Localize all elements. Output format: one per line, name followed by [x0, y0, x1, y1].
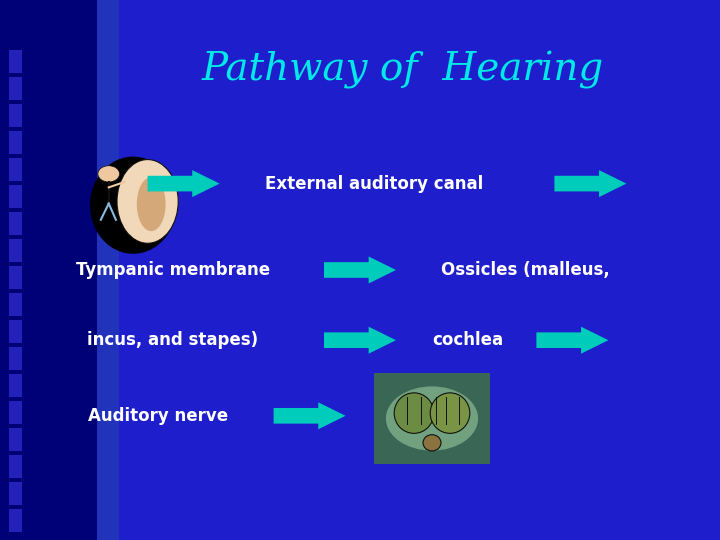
- FancyBboxPatch shape: [9, 239, 22, 262]
- Ellipse shape: [423, 435, 441, 451]
- FancyBboxPatch shape: [9, 428, 22, 451]
- FancyBboxPatch shape: [9, 212, 22, 235]
- FancyBboxPatch shape: [374, 373, 490, 464]
- Polygon shape: [324, 256, 396, 284]
- FancyBboxPatch shape: [97, 0, 720, 540]
- Text: Tympanic membrane: Tympanic membrane: [76, 261, 270, 279]
- Text: Ossicles (malleus,: Ossicles (malleus,: [441, 261, 610, 279]
- FancyBboxPatch shape: [9, 455, 22, 478]
- Polygon shape: [148, 170, 220, 197]
- Ellipse shape: [137, 177, 166, 231]
- FancyBboxPatch shape: [9, 131, 22, 154]
- Text: External auditory canal: External auditory canal: [265, 174, 484, 193]
- Text: cochlea: cochlea: [433, 331, 503, 349]
- Ellipse shape: [386, 387, 478, 450]
- Ellipse shape: [117, 159, 179, 243]
- Ellipse shape: [431, 393, 470, 433]
- FancyBboxPatch shape: [9, 482, 22, 505]
- Polygon shape: [536, 327, 608, 354]
- FancyBboxPatch shape: [9, 374, 22, 397]
- FancyBboxPatch shape: [9, 266, 22, 289]
- FancyBboxPatch shape: [9, 347, 22, 370]
- FancyBboxPatch shape: [97, 0, 119, 540]
- FancyBboxPatch shape: [9, 293, 22, 316]
- Text: Auditory nerve: Auditory nerve: [89, 407, 228, 425]
- FancyBboxPatch shape: [9, 77, 22, 100]
- FancyBboxPatch shape: [9, 509, 22, 532]
- FancyBboxPatch shape: [9, 401, 22, 424]
- Ellipse shape: [394, 393, 433, 433]
- Text: Pathway of  Hearing: Pathway of Hearing: [202, 51, 604, 89]
- FancyBboxPatch shape: [0, 0, 97, 540]
- FancyBboxPatch shape: [9, 158, 22, 181]
- FancyBboxPatch shape: [9, 185, 22, 208]
- Polygon shape: [274, 402, 346, 429]
- Ellipse shape: [90, 157, 176, 254]
- FancyBboxPatch shape: [9, 104, 22, 127]
- Circle shape: [98, 166, 120, 182]
- Polygon shape: [554, 170, 626, 197]
- FancyBboxPatch shape: [9, 50, 22, 73]
- Polygon shape: [324, 327, 396, 354]
- Text: incus, and stapes): incus, and stapes): [87, 331, 258, 349]
- FancyBboxPatch shape: [9, 320, 22, 343]
